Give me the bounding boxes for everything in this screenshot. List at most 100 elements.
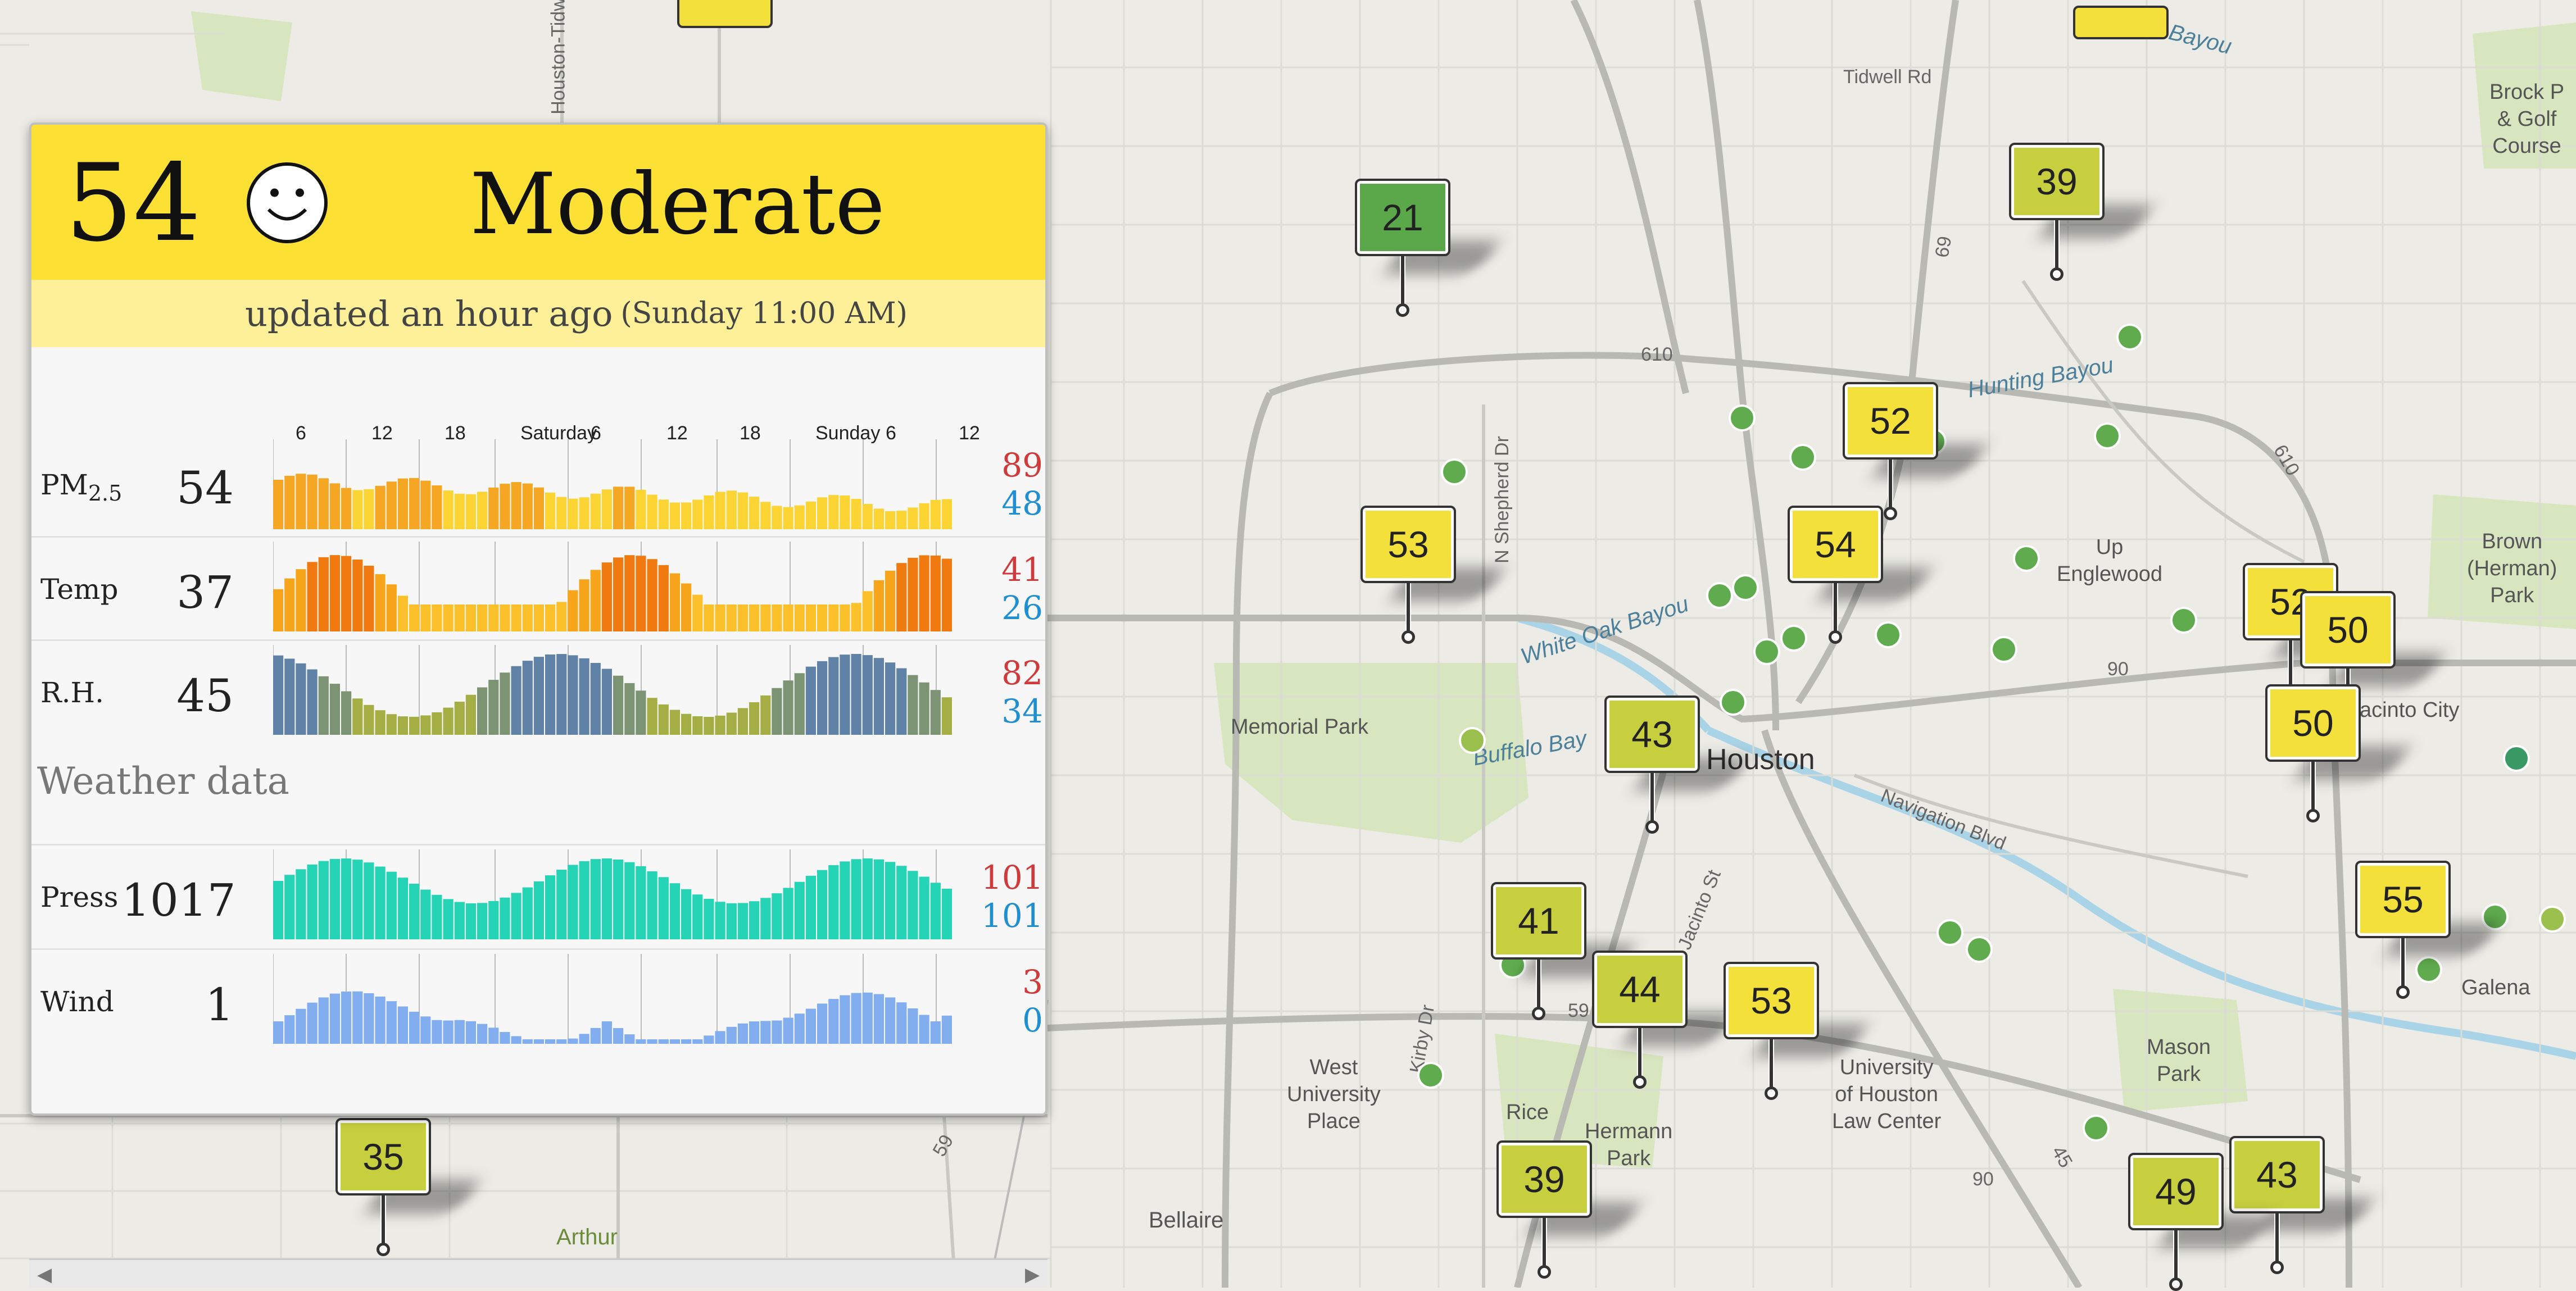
sparkline-bar [397, 716, 408, 735]
sparkline-bar [329, 684, 340, 735]
sparkline-bar [930, 1021, 941, 1044]
marker-value[interactable]: 50 [2265, 684, 2361, 762]
sparkline-bar [443, 490, 453, 529]
station-dot[interactable] [1990, 636, 2017, 663]
station-dot[interactable] [1966, 936, 1993, 963]
station-dot[interactable] [2116, 324, 2143, 351]
marker-value[interactable]: 55 [2355, 861, 2451, 938]
marker-value[interactable]: 39 [1496, 1140, 1592, 1218]
station-dot[interactable] [2415, 956, 2442, 983]
aqi-station-marker[interactable]: 43 [1604, 695, 1754, 834]
divider [31, 639, 1045, 641]
aqi-station-marker[interactable]: 49 [2128, 1153, 2278, 1291]
sparkline-bar [590, 570, 601, 631]
sparkline-bar [783, 507, 793, 529]
sparkline-bar [273, 655, 284, 735]
sparkline-bar [919, 1015, 929, 1044]
station-dot[interactable] [2083, 1115, 2110, 1142]
aqi-station-marker[interactable]: 50 [2265, 684, 2415, 822]
marker-value[interactable]: 41 [1491, 882, 1586, 960]
sparkline-bar [681, 1039, 692, 1044]
sparkline-bar [273, 589, 284, 631]
marker-value[interactable]: 50 [2300, 591, 2396, 669]
aqi-station-marker[interactable]: 52 [1843, 382, 1992, 520]
aqi-station-marker[interactable]: 44 [1592, 951, 1741, 1089]
station-dot[interactable] [1706, 582, 1733, 609]
marker-value[interactable]: 53 [1360, 506, 1456, 583]
sparkline-bar [432, 485, 442, 529]
pm25-sparkline [273, 439, 952, 529]
sparkline-bar [590, 859, 601, 939]
map-label-west-university: West University Place [1287, 1056, 1381, 1133]
sparkline-bar [681, 889, 692, 939]
station-dot[interactable] [2503, 745, 2530, 772]
marker-value[interactable]: 43 [2229, 1136, 2325, 1213]
station-dot[interactable] [2539, 906, 2566, 933]
marker-value[interactable]: 21 [1355, 179, 1450, 256]
sparkline-bar [805, 875, 816, 939]
station-dot[interactable] [1875, 621, 1902, 648]
aqi-station-marker[interactable]: 53 [1724, 962, 1873, 1100]
aqi-station-marker[interactable]: 43 [2229, 1136, 2379, 1274]
aqi-station-marker-partial[interactable] [2073, 6, 2169, 39]
sparkline-bar [601, 669, 612, 735]
station-dot[interactable] [2094, 422, 2121, 449]
station-dot[interactable] [2170, 607, 2197, 634]
marker-value[interactable]: 53 [1724, 962, 1819, 1039]
sparkline-bar [579, 497, 589, 529]
aqi-station-marker[interactable]: 55 [2355, 861, 2505, 999]
sparkline-bar [568, 655, 578, 735]
marker-value[interactable]: 39 [2009, 143, 2105, 220]
sparkline-bar [329, 555, 340, 631]
station-dot[interactable] [1417, 1062, 1444, 1089]
sparkline-bar [715, 902, 725, 939]
sparkline-bar [636, 489, 646, 529]
sparkline-bar [511, 604, 521, 631]
sparkline-bar [817, 1003, 828, 1044]
sparkline-bar [794, 505, 805, 529]
aqi-station-marker[interactable]: 39 [1496, 1140, 1646, 1279]
road-90-south: 90 [1972, 1169, 1994, 1190]
sparkline-bar [772, 1020, 782, 1044]
station-dot[interactable] [1459, 727, 1486, 754]
sparkline-bar [511, 1036, 521, 1044]
station-dot[interactable] [1753, 638, 1780, 665]
sparkline-bar [522, 661, 533, 735]
station-dot[interactable] [2482, 903, 2509, 930]
aqi-station-marker[interactable]: 41 [1491, 882, 1640, 1020]
station-dot[interactable] [1936, 919, 1963, 946]
sparkline-bar [613, 557, 624, 631]
aqi-station-marker[interactable]: 21 [1355, 179, 1504, 317]
marker-value[interactable]: 52 [1843, 382, 1938, 460]
marker-value[interactable]: 44 [1592, 951, 1688, 1028]
station-dot[interactable] [1729, 404, 1756, 431]
sparkline-bar [704, 495, 714, 529]
station-dot[interactable] [1732, 574, 1759, 601]
marker-value[interactable]: 35 [335, 1118, 431, 1195]
aqi-station-marker[interactable]: 53 [1360, 506, 1510, 644]
aqi-station-marker[interactable]: 35 [335, 1118, 485, 1256]
marker-value[interactable]: 54 [1788, 506, 1883, 583]
station-dot[interactable] [1720, 689, 1747, 716]
marker-value[interactable]: 43 [1604, 695, 1700, 773]
time-axis-tick: 12 [959, 422, 980, 444]
sparkline-bar [409, 716, 420, 735]
aqi-station-marker[interactable]: 39 [2009, 143, 2158, 281]
aqi-header: 54 Moderate [31, 125, 1045, 280]
scroll-right-icon[interactable]: ▶ [1025, 1263, 1040, 1286]
sparkline-bar [296, 869, 306, 939]
sparkline-bar [613, 860, 624, 939]
sparkline-bar [341, 556, 352, 631]
station-dot[interactable] [1789, 444, 1816, 471]
sparkline-bar [352, 991, 363, 1044]
aqi-station-marker-partial[interactable] [677, 0, 773, 28]
horizontal-scrollbar[interactable]: ◀ ▶ [29, 1258, 1047, 1288]
sparkline-bar [658, 1039, 669, 1044]
marker-value[interactable]: 49 [2128, 1153, 2224, 1230]
station-dot[interactable] [1441, 458, 1468, 485]
aqi-station-marker[interactable]: 54 [1788, 506, 1937, 644]
station-dot[interactable] [1780, 625, 1807, 652]
scroll-left-icon[interactable]: ◀ [37, 1263, 52, 1286]
sparkline-bar [522, 483, 533, 529]
station-dot[interactable] [2013, 545, 2040, 572]
